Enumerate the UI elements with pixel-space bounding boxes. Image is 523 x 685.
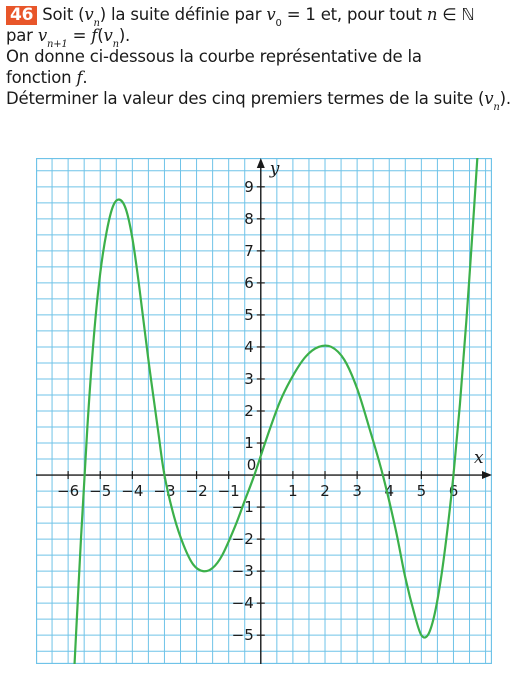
- text: Déterminer la valeur des cinq premiers t…: [6, 89, 485, 108]
- math-f: f: [76, 68, 83, 87]
- statement-line-2: par vn+1 = f(vn).: [6, 25, 518, 50]
- y-tick-label: 1: [244, 434, 254, 452]
- text: ) la suite définie par: [99, 5, 267, 24]
- text: =: [67, 26, 92, 45]
- math-sub: n+1: [46, 39, 68, 51]
- y-axis-label: y: [269, 159, 280, 179]
- x-tick-label: −2: [186, 482, 208, 500]
- math-sub: n: [112, 39, 119, 51]
- axes: [36, 158, 492, 664]
- text: par: [6, 26, 38, 45]
- statement-line-4: fonction f.: [6, 67, 518, 88]
- y-tick-label: 6: [244, 274, 254, 292]
- math-v: v: [84, 5, 94, 24]
- y-tick-label: 2: [244, 402, 254, 420]
- x-tick-label: −4: [121, 482, 143, 500]
- text: = 1 et, pour tout: [281, 5, 427, 24]
- x-tick-label: −5: [89, 482, 111, 500]
- x-tick-label: 3: [352, 482, 362, 500]
- exercise-number-badge: 46: [6, 6, 38, 25]
- y-tick-label: 7: [244, 242, 254, 260]
- text: fonction: [6, 68, 77, 87]
- math-naturals: ℕ: [461, 5, 475, 24]
- statement-line-5: Déterminer la valeur des cinq premiers t…: [6, 88, 518, 113]
- text: ).: [118, 26, 131, 45]
- math-v: v: [103, 26, 113, 45]
- x-tick-label: 1: [288, 482, 298, 500]
- x-axis-label: x: [474, 448, 484, 468]
- y-tick-label: 8: [244, 210, 254, 228]
- y-tick-label: 3: [244, 370, 254, 388]
- x-tick-label: 6: [449, 482, 459, 500]
- y-tick-label: 9: [244, 178, 254, 196]
- y-tick-label: 5: [244, 306, 254, 324]
- text: ).: [499, 89, 512, 108]
- statement-line-1: 46 Soit (vn) la suite définie par v0 = 1 …: [6, 4, 518, 29]
- math-v: v: [266, 5, 276, 24]
- math-sub: 0: [275, 18, 282, 30]
- statement-line-3: On donne ci-dessous la courbe représenta…: [6, 47, 422, 66]
- origin-label: 0: [247, 456, 257, 474]
- math-n: n: [426, 5, 438, 24]
- y-axis-arrow: [256, 158, 265, 168]
- math-f: f: [91, 26, 98, 45]
- x-tick-label: 5: [417, 482, 427, 500]
- y-tick-label: −2: [232, 530, 254, 548]
- x-tick-label: 2: [320, 482, 330, 500]
- curve: [73, 158, 479, 664]
- text: .: [82, 68, 88, 87]
- math-v: v: [37, 26, 47, 45]
- math-sub: n: [493, 102, 500, 114]
- curve-f: [73, 158, 479, 664]
- exercise-statement: 46 Soit (vn) la suite définie par v0 = 1 …: [6, 4, 518, 113]
- x-tick-label: −6: [57, 482, 79, 500]
- math-sub: n: [93, 18, 100, 30]
- y-tick-label: −4: [232, 594, 254, 612]
- text: Soit (: [42, 5, 85, 24]
- x-tick-label: −1: [218, 482, 240, 500]
- math-in: ∈: [437, 5, 462, 24]
- x-tick-label: −3: [153, 482, 175, 500]
- x-tick-label: 4: [384, 482, 394, 500]
- y-tick-label: 4: [244, 338, 254, 356]
- y-tick-label: −3: [232, 562, 254, 580]
- y-tick-label: −5: [232, 626, 254, 644]
- math-v: v: [484, 89, 494, 108]
- text: (: [97, 26, 104, 45]
- x-axis-arrow: [482, 471, 492, 480]
